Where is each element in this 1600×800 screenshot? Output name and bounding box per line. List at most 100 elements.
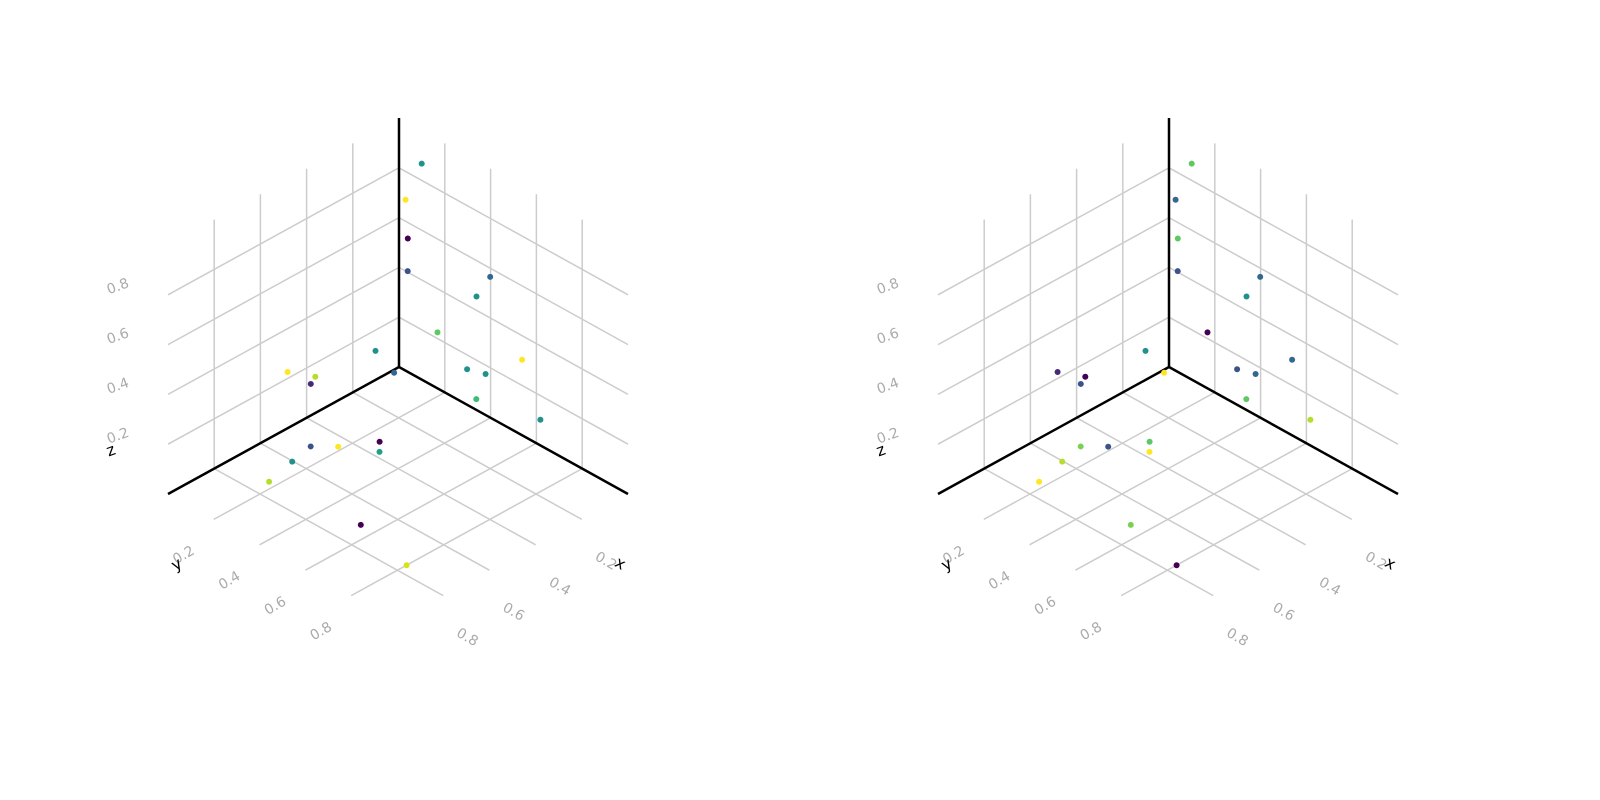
data-point (1142, 347, 1149, 354)
axis-line (167, 365, 400, 496)
data-point (307, 443, 314, 450)
data-point (1204, 329, 1211, 336)
data-point (473, 293, 480, 300)
data-point (403, 562, 410, 569)
data-point (402, 196, 409, 203)
data-point (404, 268, 411, 275)
data-point (434, 329, 441, 336)
data-point (1234, 366, 1241, 373)
grid-line (213, 467, 444, 597)
data-point (376, 438, 383, 445)
data-point (487, 273, 494, 280)
grid-line (352, 391, 583, 521)
data-point (1077, 380, 1084, 387)
z-tick-label: 0.8 (875, 275, 901, 298)
y-tick-label: 0.8 (1078, 619, 1105, 644)
grid-line (306, 417, 536, 546)
grid-line (167, 216, 400, 346)
grid-line (1168, 266, 1399, 396)
data-point (376, 448, 383, 455)
z-tick-label: 0.4 (105, 375, 131, 398)
data-point (418, 160, 425, 167)
data-point (464, 366, 471, 373)
y-tick-label: 0.4 (216, 568, 243, 593)
grid-line (167, 167, 400, 296)
data-point (391, 369, 398, 376)
z-tick-label: 0.4 (875, 375, 901, 398)
grid-line (213, 391, 446, 521)
grid-line (350, 467, 583, 597)
x-tick-label: 0.6 (500, 600, 527, 625)
data-point (1146, 448, 1153, 455)
data-point (1252, 370, 1259, 377)
data-point (1161, 369, 1168, 376)
grid-line (1030, 442, 1260, 571)
grid-line (1168, 167, 1399, 296)
grid-line (1120, 467, 1353, 597)
grid-line (983, 391, 1216, 521)
data-point (482, 370, 489, 377)
z-tick-label: 0.2 (105, 425, 131, 448)
grid-line (398, 266, 629, 396)
grid-line (1122, 391, 1353, 521)
axis-line (1168, 365, 1399, 496)
data-point (307, 380, 314, 387)
data-point (1059, 458, 1066, 465)
y-tick-label: 0.6 (262, 594, 289, 619)
axis-line (937, 365, 1170, 496)
data-point (1174, 268, 1181, 275)
grid-line (1029, 417, 1261, 546)
grid-line (1168, 216, 1399, 346)
data-point (1289, 356, 1296, 363)
grid-line (398, 167, 629, 296)
grid-line (259, 417, 491, 546)
data-point (1146, 438, 1153, 445)
data-point (1243, 396, 1250, 403)
grid-line (1168, 316, 1399, 445)
grid-line (983, 467, 1214, 597)
grid-line (260, 442, 490, 571)
grid-line (398, 216, 629, 346)
data-point (1172, 196, 1179, 203)
grid-line (398, 316, 629, 445)
x-tick-label: 0.4 (1316, 574, 1343, 599)
z-tick-label: 0.8 (105, 275, 131, 298)
grid-line (937, 216, 1170, 346)
grid-line (937, 316, 1170, 445)
data-point (1105, 443, 1112, 450)
data-point (537, 416, 544, 423)
grid-line (167, 316, 400, 445)
data-point (284, 368, 291, 375)
z-tick-label: 0.2 (875, 425, 901, 448)
data-point (1188, 160, 1195, 167)
data-point (1054, 368, 1061, 375)
data-point (404, 235, 411, 242)
x-tick-label: 0.4 (546, 574, 573, 599)
data-point (1082, 373, 1089, 380)
y-tick-label: 0.8 (308, 619, 335, 644)
data-point (1307, 416, 1314, 423)
data-point (1243, 293, 1250, 300)
z-tick-label: 0.6 (875, 325, 901, 348)
x-axis-label: x (612, 553, 630, 574)
grid-line (1076, 417, 1306, 546)
x-tick-label: 0.8 (1224, 625, 1251, 650)
grid-line (937, 266, 1170, 396)
y-tick-label: 0.4 (986, 568, 1013, 593)
grid-line (305, 442, 537, 571)
data-point (1036, 478, 1043, 485)
data-point (1173, 562, 1180, 569)
axis-line (398, 365, 629, 496)
data-point (289, 458, 296, 465)
data-point (1077, 443, 1084, 450)
data-point (519, 356, 526, 363)
grid-line (937, 167, 1170, 296)
data-point (266, 478, 273, 485)
grid-line (167, 266, 400, 396)
x-tick-label: 0.8 (454, 625, 481, 650)
data-point (1127, 521, 1134, 528)
data-point (357, 521, 364, 528)
data-point (372, 347, 379, 354)
